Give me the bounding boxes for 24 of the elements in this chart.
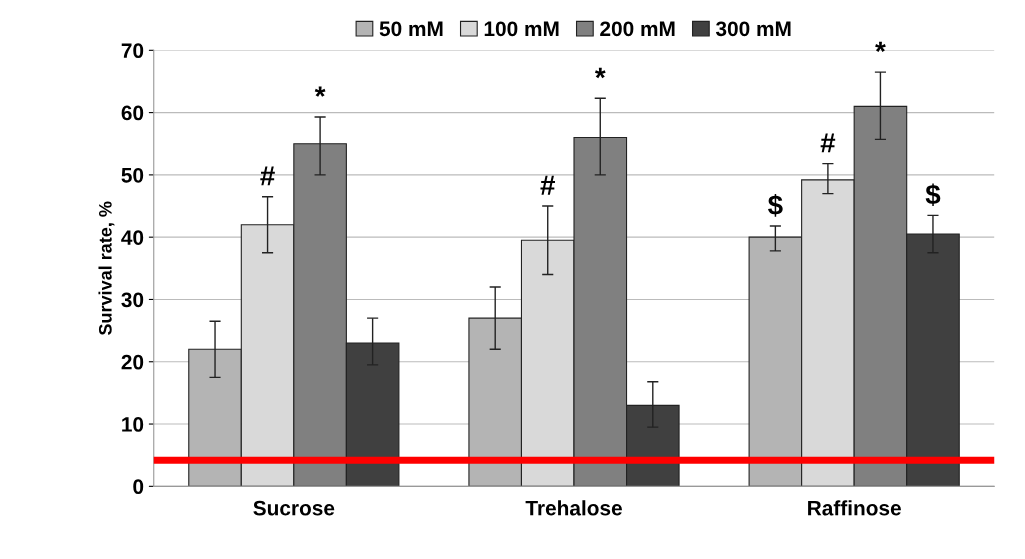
legend-label: 100 mM <box>484 21 559 37</box>
y-axis-title: Survival rate, % <box>98 201 115 336</box>
data-label: $ <box>925 183 941 207</box>
legend-label: 50 mM <box>379 21 443 37</box>
legend-label: 300 mM <box>715 21 791 37</box>
data-label: * <box>594 67 606 79</box>
data-label: # <box>820 133 836 153</box>
y-tick-label: 0 <box>133 479 144 495</box>
data-label: * <box>875 41 886 53</box>
legend-label: 200 mM <box>600 21 675 37</box>
y-tick-label: 20 <box>121 354 144 370</box>
y-tick-label: 50 <box>121 167 144 183</box>
y-tick-label: 70 <box>121 43 144 59</box>
x-tick-label: Trehalose <box>525 500 622 516</box>
y-tick-label: 10 <box>122 417 144 432</box>
y-tick-label: 60 <box>121 105 144 121</box>
x-tick-label: Raffinose <box>808 500 901 516</box>
y-tick-label: 40 <box>121 230 144 245</box>
data-label: * <box>314 86 326 97</box>
data-label: # <box>540 175 556 195</box>
data-label: $ <box>768 194 783 217</box>
data-label: # <box>260 166 275 186</box>
y-tick-label: 30 <box>121 292 144 308</box>
x-tick-label: Sucrose <box>253 500 335 516</box>
